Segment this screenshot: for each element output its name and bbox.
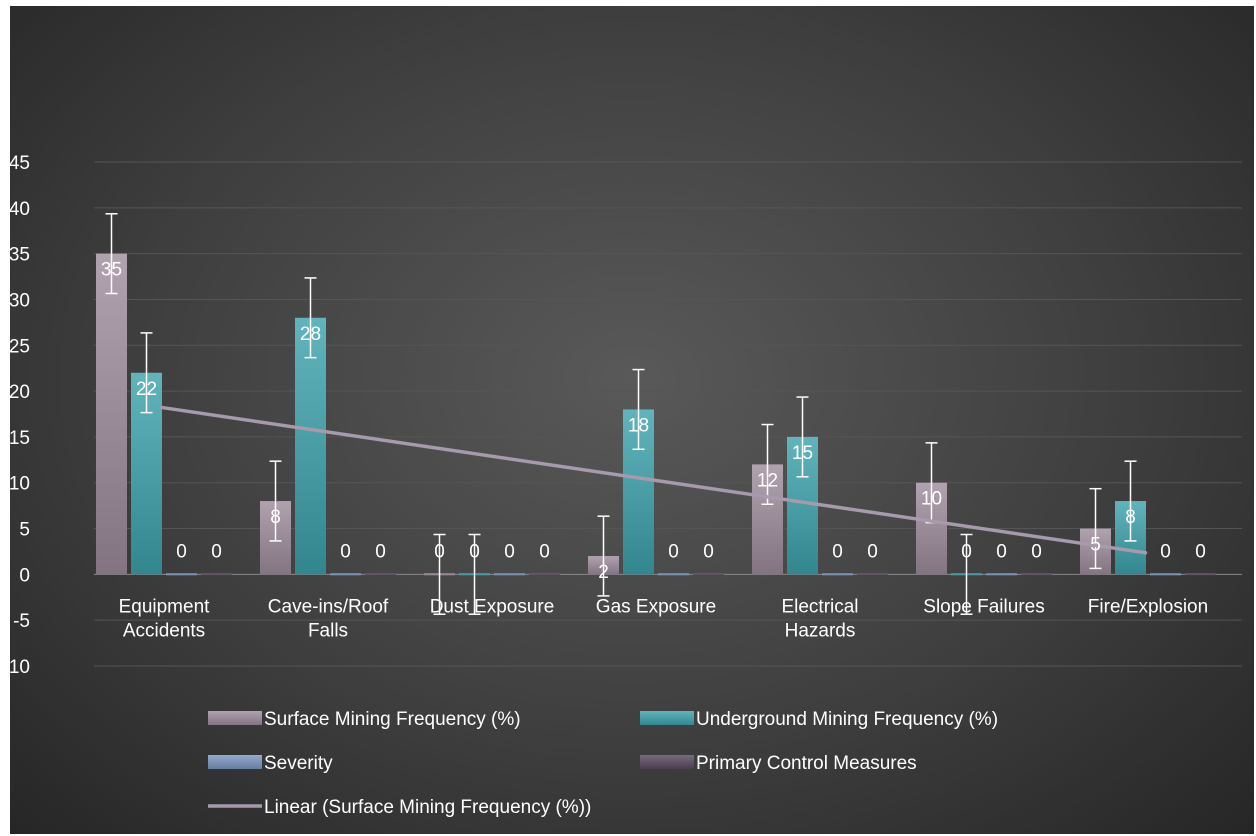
data-label: 0: [961, 541, 972, 562]
data-label: 0: [867, 541, 878, 562]
y-tick-label: -5: [13, 611, 30, 632]
bar: [295, 317, 326, 575]
legend-swatch: [208, 711, 262, 725]
data-label: 18: [628, 415, 649, 436]
x-category-label: Equipment: [119, 596, 211, 617]
trendline-path: [159, 405, 1148, 555]
data-label: 8: [1125, 507, 1136, 528]
legend-label: Linear (Surface Mining Frequency (%)): [264, 797, 591, 818]
data-label: 0: [832, 541, 843, 562]
data-label: 0: [703, 541, 714, 562]
data-label: 0: [1160, 541, 1171, 562]
legend-swatch: [640, 755, 694, 769]
bar: [365, 573, 396, 576]
legend-label: Surface Mining Frequency (%): [264, 709, 521, 730]
trendline: [159, 405, 1148, 555]
data-label: 0: [504, 541, 515, 562]
legend-swatch: [640, 711, 694, 725]
bar: [96, 253, 127, 575]
legend-label: Severity: [264, 753, 333, 774]
data-label: 0: [434, 541, 445, 562]
legend: Surface Mining Frequency (%) Underground …: [208, 709, 998, 818]
y-tick-label: 15: [10, 428, 30, 449]
bar: [1185, 573, 1216, 576]
data-label: 0: [668, 541, 679, 562]
data-label: 0: [1031, 541, 1042, 562]
y-tick-label: 20: [10, 382, 30, 403]
bar: [1021, 573, 1052, 576]
bar: [1150, 573, 1181, 576]
bar: [986, 573, 1017, 576]
y-tick-label: 5: [19, 520, 30, 541]
x-category-label: Cave-ins/Roof: [268, 596, 389, 617]
x-axis-category-labels: Equipment Accidents Cave-ins/Roof Falls Dust…: [119, 596, 1209, 641]
y-tick-label: 30: [10, 290, 30, 311]
y-tick-label: 10: [10, 474, 30, 495]
bars: [96, 253, 1216, 576]
x-category-label: Slope Failures: [923, 596, 1044, 617]
x-category-label: Falls: [308, 620, 348, 641]
data-label: 0: [1195, 541, 1206, 562]
data-labels: 35 22 0 0 8 28 0 0 0 0 0 0 2 18 0 0 12 15 0 0 10 0 0 0 5 8 0 0: [101, 260, 1206, 583]
bar: [330, 573, 361, 576]
legend-label: Underground Mining Frequency (%): [696, 709, 998, 730]
bar: [166, 573, 197, 576]
x-category-label: Gas Exposure: [596, 596, 716, 617]
data-label: 5: [1090, 535, 1101, 556]
legend-label: Primary Control Measures: [696, 753, 917, 774]
bar: [822, 573, 853, 576]
x-category-label: Electrical: [781, 596, 858, 617]
bar: [857, 573, 888, 576]
x-category-label: Hazards: [785, 620, 856, 641]
data-label: 12: [757, 470, 778, 491]
data-label: 15: [792, 443, 813, 464]
y-tick-label: 0: [19, 565, 30, 586]
legend-swatch: [208, 755, 262, 769]
data-label: 2: [598, 562, 609, 583]
x-category-label: Fire/Explosion: [1088, 596, 1208, 617]
y-tick-label: 35: [10, 245, 30, 266]
bar: [201, 573, 232, 576]
data-label: 0: [211, 541, 222, 562]
y-tick-label: 25: [10, 336, 30, 357]
x-category-label: Dust Exposure: [430, 596, 555, 617]
data-label: 0: [340, 541, 351, 562]
y-tick-label: 45: [10, 153, 30, 174]
data-label: 8: [270, 507, 281, 528]
data-label: 10: [921, 489, 942, 510]
data-label: 0: [539, 541, 550, 562]
gridlines: [94, 161, 1242, 667]
x-category-label: Accidents: [123, 620, 205, 641]
data-label: 0: [375, 541, 386, 562]
bar: [693, 573, 724, 576]
data-label: 0: [996, 541, 1007, 562]
bar: [529, 573, 560, 576]
y-tick-label: -10: [10, 657, 30, 678]
bar: [494, 573, 525, 576]
y-tick-label: 40: [10, 199, 30, 220]
data-label: 22: [136, 379, 157, 400]
y-axis-tick-labels: -10 -5 0 5 10 15 20 25 30 35 40 45: [3, 153, 30, 678]
data-label: 0: [469, 541, 480, 562]
data-label: 35: [101, 260, 122, 281]
bar: [658, 573, 689, 576]
data-label: 28: [300, 324, 321, 345]
data-label: 0: [176, 541, 187, 562]
